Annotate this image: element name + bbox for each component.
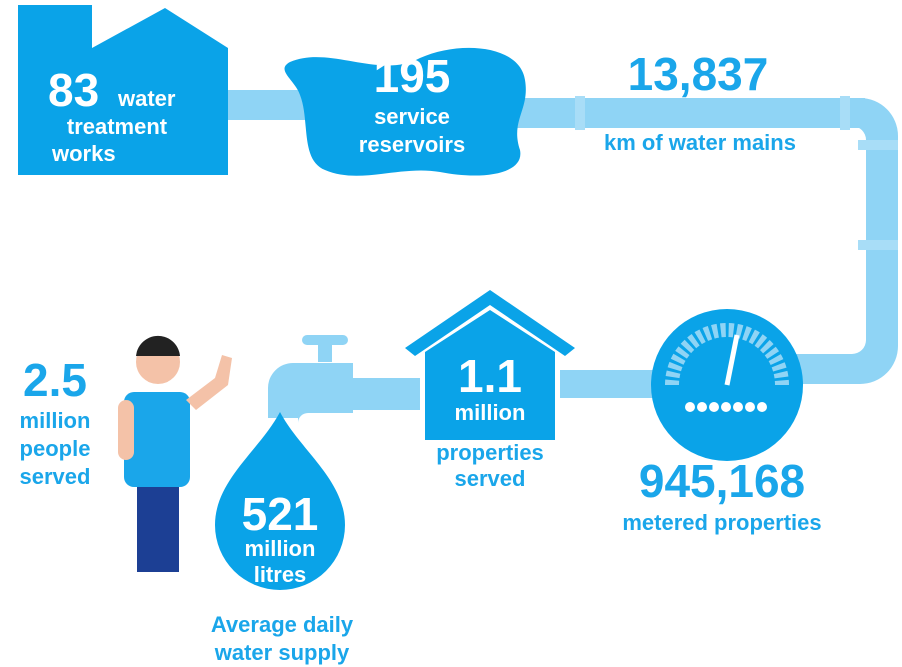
stat-label: water supply — [214, 640, 350, 665]
stat-label: served — [455, 466, 526, 491]
stat-label: litres — [254, 562, 307, 587]
stat-label: km of water mains — [604, 130, 796, 155]
stat-number: 521 — [242, 488, 319, 540]
stat-label: million — [245, 536, 316, 561]
stat-number: 195 — [374, 50, 451, 102]
stat-label: million — [20, 408, 91, 433]
stat-label: million — [455, 400, 526, 425]
infographic: 83 water treatment works 195 service res… — [0, 0, 902, 667]
stat-label: treatment — [67, 114, 168, 139]
stat-label: reservoirs — [359, 132, 465, 157]
stat-label: properties — [436, 440, 544, 465]
stat-label: served — [20, 464, 91, 489]
pipe-joint — [575, 96, 585, 130]
stat-label: people — [20, 436, 91, 461]
pipe-joint — [858, 240, 898, 250]
pipe — [505, 98, 865, 128]
stat-number: 945,168 — [639, 455, 805, 507]
stat-number: 13,837 — [628, 48, 769, 100]
tap-icon — [268, 335, 353, 423]
pipe — [225, 90, 305, 120]
stat-number: 83 — [48, 64, 99, 116]
stat-number: 1.1 — [458, 350, 522, 402]
pipe-joint — [858, 140, 898, 150]
pipe — [560, 370, 660, 398]
person-icon — [118, 336, 232, 572]
stat-label: works — [51, 141, 116, 166]
pipe-joint — [840, 96, 850, 130]
stat-label: service — [374, 104, 450, 129]
stat-label: water — [117, 86, 176, 111]
stat-number: 2.5 — [23, 354, 87, 406]
stat-label: metered properties — [622, 510, 821, 535]
stat-label: Average daily — [211, 612, 354, 637]
